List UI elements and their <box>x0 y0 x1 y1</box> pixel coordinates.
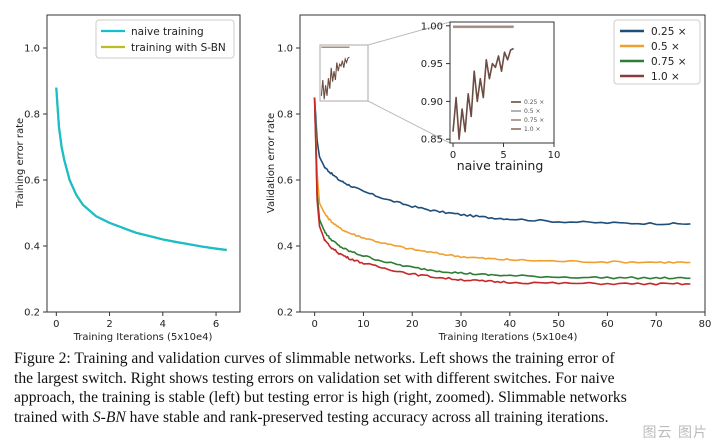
left-ytick-label: 0.8 <box>24 110 40 121</box>
left-xtick-label: 2 <box>106 319 112 330</box>
right-axes: 0 10 20 30 40 50 60 70 800.20.40.60.81.0 <box>277 44 711 331</box>
right-xtick-label: 20 <box>406 319 419 330</box>
left-xtick-label: 6 <box>213 319 219 330</box>
caption-line-2: the largest switch. Right shows testing … <box>14 369 615 387</box>
caption-line-4-start: trained with <box>14 408 93 426</box>
right-series-0 <box>313 97 691 226</box>
zoom-mini-series-3 <box>320 56 350 100</box>
left-legend-box <box>95 19 235 59</box>
left-chart: 0 2 4 6 0.2 0.4 0.6 0.8 1.0 Training Iterations … <box>15 14 241 343</box>
inset-ytick-label: 0.85 <box>421 135 443 146</box>
inset-title: naive training <box>457 158 544 173</box>
right-chart: 0 10 20 30 40 50 60 70 800.20.40.60.81.0 Trainin… <box>266 14 711 343</box>
left-ytick-label: 1.0 <box>24 44 40 55</box>
zoom-region-curves <box>320 46 350 100</box>
inset-frame <box>449 21 555 144</box>
right-legend-label-2: 0.75 × <box>651 56 687 68</box>
figure-caption: Figure 2: Training and validation curves… <box>14 349 710 427</box>
left-xlabel: Training Iterations (5x10e4) <box>73 332 213 343</box>
right-legend-label-3: 1.0 × <box>651 71 680 83</box>
inset-legend-label-3: 1.0 × <box>524 126 540 133</box>
right-xtick-label: 60 <box>601 319 614 330</box>
inset-chart: 0 5 10 0.85 0.90 0.95 1.00 0.25 × 0.5 × 0.75 ×… <box>421 21 561 173</box>
right-plot-frame <box>299 14 706 313</box>
right-xtick-label: 0 <box>311 319 317 330</box>
inset-series <box>452 25 514 140</box>
caption-line-3: approach, the training is stable (left) … <box>14 389 627 407</box>
right-xtick-label: 70 <box>650 319 663 330</box>
right-ylabel: Validation error rate <box>266 113 277 213</box>
left-ytick-label: 0.2 <box>24 308 40 319</box>
right-ytick-label: 0.6 <box>277 176 293 187</box>
right-xtick-label: 80 <box>699 319 712 330</box>
left-plot-frame <box>46 14 241 313</box>
left-ylabel: Training error rate <box>15 118 26 209</box>
inset-axes: 0 5 10 0.85 0.90 0.95 1.00 <box>421 21 561 161</box>
inset-ytick-label: 0.95 <box>421 59 443 70</box>
right-legend: 0.25 × 0.5 × 0.75 × 1.0 × <box>613 19 701 85</box>
watermark: 图云 图片 <box>642 425 708 441</box>
zoom-connector-bottom <box>367 100 451 144</box>
inset-xtick-label: 0 <box>450 150 456 161</box>
zoom-region-box <box>319 44 369 102</box>
left-ytick-label: 0.6 <box>24 176 40 187</box>
right-series-2 <box>313 97 691 280</box>
inset-legend-label-2: 0.75 × <box>524 117 544 124</box>
left-series-0 <box>55 87 227 252</box>
right-series <box>313 97 691 286</box>
figure: 0 2 4 6 0.2 0.4 0.6 0.8 1.0 Training Iterations … <box>15 14 711 343</box>
right-xtick-label: 40 <box>503 319 516 330</box>
left-ytick-label: 0.4 <box>24 242 40 253</box>
left-axes: 0 2 4 6 0.2 0.4 0.6 0.8 1.0 <box>24 44 219 331</box>
right-legend-box <box>613 19 701 85</box>
right-legend-label-1: 0.5 × <box>651 41 680 53</box>
right-ytick-label: 1.0 <box>277 44 293 55</box>
zoom-connector-top <box>367 21 451 46</box>
inset-legend-label-1: 0.5 × <box>524 108 540 115</box>
left-xtick-label: 0 <box>53 319 59 330</box>
left-series-1 <box>55 87 227 252</box>
right-series-3 <box>313 97 691 286</box>
right-legend-label-0: 0.25 × <box>651 26 687 38</box>
right-ytick-label: 0.8 <box>277 110 293 121</box>
left-legend-label-0: naive training <box>131 26 204 38</box>
right-ytick-label: 0.4 <box>277 242 293 253</box>
inset-legend: 0.25 × 0.5 × 0.75 × 1.0 × <box>511 99 544 133</box>
left-legend-label-1: training with S-BN <box>131 42 226 54</box>
caption-sbn: S-BN <box>92 408 126 426</box>
right-series-1 <box>313 97 691 264</box>
left-series <box>55 87 227 252</box>
inset-legend-label-0: 0.25 × <box>524 99 544 106</box>
left-legend: naive training training with S-BN <box>95 19 235 59</box>
right-xtick-label: 30 <box>455 319 468 330</box>
inset-ytick-label: 0.90 <box>421 97 443 108</box>
inset-xtick-label: 5 <box>500 150 506 161</box>
right-ytick-label: 0.2 <box>277 308 293 319</box>
left-xtick-label: 4 <box>160 319 166 330</box>
inset-series-3 <box>452 47 514 140</box>
right-xtick-label: 10 <box>357 319 370 330</box>
caption-line-1: Figure 2: Training and validation curves… <box>14 350 615 367</box>
inset-xtick-label: 10 <box>548 150 561 161</box>
caption-line-4-end: have stable and rank-preserved testing a… <box>125 408 609 426</box>
inset-ytick-label: 1.00 <box>421 21 443 32</box>
right-xlabel: Training Iterations (5x10e4) <box>438 332 578 343</box>
right-xtick-label: 50 <box>552 319 565 330</box>
